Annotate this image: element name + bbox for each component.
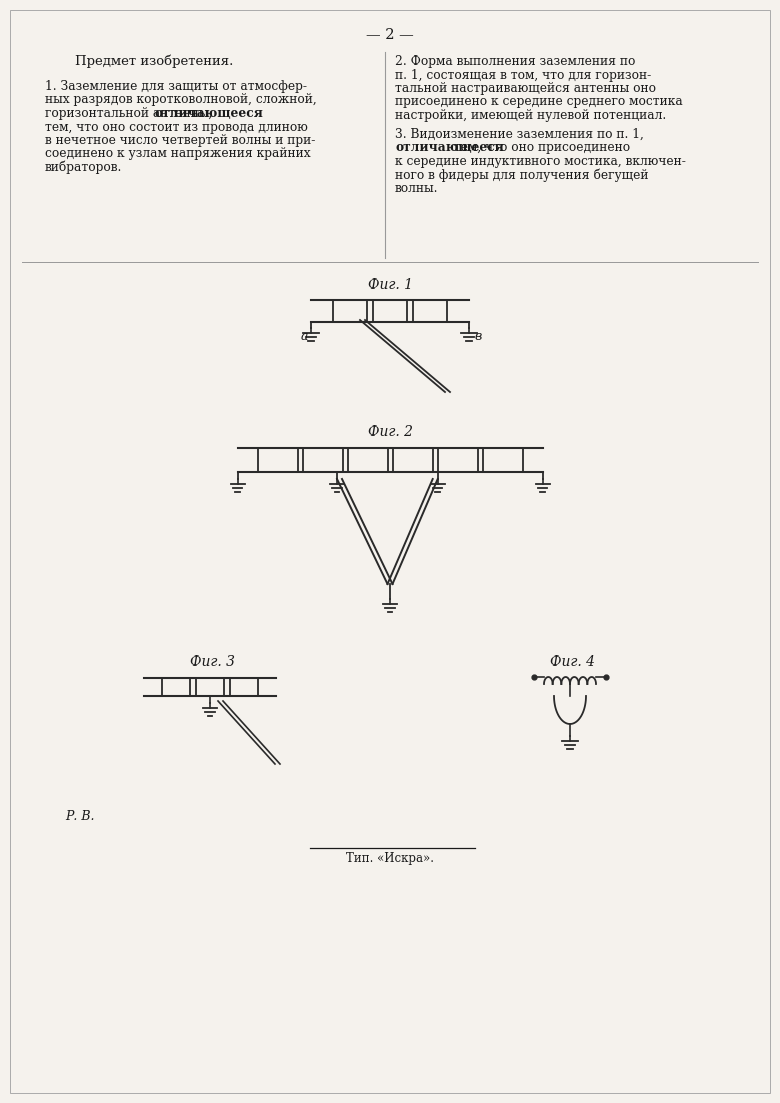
Text: 3. Видоизменение заземления по п. 1,: 3. Видоизменение заземления по п. 1,: [395, 128, 644, 140]
Bar: [230, 678, 258, 696]
Text: горизонтальной антенны,: горизонтальной антенны,: [45, 107, 216, 120]
Bar: [438, 448, 477, 472]
Text: к середине индуктивного мостика, включен-: к середине индуктивного мостика, включен…: [395, 154, 686, 168]
Bar: [162, 678, 190, 696]
Text: вибраторов.: вибраторов.: [45, 161, 122, 174]
Text: отличающееся: отличающееся: [154, 107, 264, 120]
Text: 1. Заземление для защиты от атмосфер-: 1. Заземление для защиты от атмосфер-: [45, 81, 307, 93]
Text: в нечетное число четвертей волны и при-: в нечетное число четвертей волны и при-: [45, 133, 315, 147]
Text: тем, что оно состоит из провода длиною: тем, что оно состоит из провода длиною: [45, 120, 308, 133]
Text: п. 1, состоящая в том, что для горизон-: п. 1, состоящая в том, что для горизон-: [395, 68, 651, 82]
Bar: [483, 448, 523, 472]
Text: настройки, имеющей нулевой потенциал.: настройки, имеющей нулевой потенциал.: [395, 109, 666, 122]
Bar: [413, 300, 447, 322]
Text: 2. Форма выполнения заземления по: 2. Форма выполнения заземления по: [395, 55, 636, 68]
Text: в: в: [474, 330, 481, 343]
Text: — 2 —: — 2 —: [366, 28, 414, 42]
Text: Фиг. 1: Фиг. 1: [367, 278, 413, 292]
Text: Фиг. 2: Фиг. 2: [367, 425, 413, 439]
Text: а: а: [300, 330, 308, 343]
Text: Фиг. 4: Фиг. 4: [550, 655, 595, 670]
Text: ного в фидеры для получения бегущей: ного в фидеры для получения бегущей: [395, 168, 648, 182]
Bar: [333, 300, 367, 322]
Bar: [373, 300, 407, 322]
Text: тальной настраивающейся антенны оно: тальной настраивающейся антенны оно: [395, 82, 656, 95]
Text: волны.: волны.: [395, 182, 438, 194]
Bar: [257, 448, 297, 472]
Bar: [392, 448, 432, 472]
Text: присоединено к середине среднего мостика: присоединено к середине среднего мостика: [395, 96, 682, 108]
Bar: [196, 678, 224, 696]
Text: Фиг. 3: Фиг. 3: [190, 655, 235, 670]
Text: тем, что оно присоединено: тем, что оно присоединено: [450, 141, 630, 154]
Text: Предмет изобретения.: Предмет изобретения.: [75, 55, 233, 68]
Text: Тип. «Искра».: Тип. «Искра».: [346, 852, 434, 865]
Text: соединено к узлам напряжения крайних: соединено к узлам напряжения крайних: [45, 148, 310, 161]
Bar: [348, 448, 388, 472]
Text: ных разрядов коротковолновой, сложной,: ных разрядов коротковолновой, сложной,: [45, 94, 317, 107]
Text: отличающееся: отличающееся: [395, 141, 504, 154]
Bar: [303, 448, 342, 472]
Text: Р. В.: Р. В.: [65, 810, 94, 823]
